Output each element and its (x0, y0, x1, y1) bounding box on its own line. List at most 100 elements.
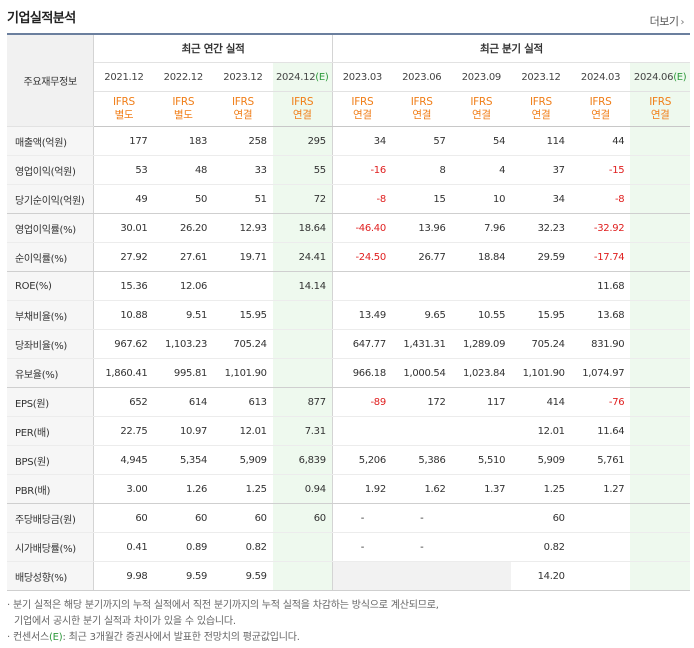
table-cell (630, 445, 690, 475)
basis-standard: IFRS (649, 96, 672, 108)
period-header: 2023.12 (213, 62, 273, 92)
table-cell: 114 (511, 126, 571, 156)
table-cell: 414 (511, 387, 571, 417)
table-cell: 10.88 (93, 300, 154, 330)
table-cell (272, 561, 333, 591)
table-cell: 7.31 (272, 416, 333, 446)
basis-header: IFRS 연결 (630, 91, 690, 127)
table-cell: 1.92 (332, 474, 392, 504)
table-cell (630, 358, 690, 388)
row-label: 당기순이익(억원) (7, 184, 95, 214)
table-cell: 1,289.09 (451, 329, 512, 359)
table-cell: 60 (272, 503, 333, 533)
table-cell: 30.01 (93, 213, 154, 243)
period-header: 2023.09 (451, 62, 512, 92)
table-cell (630, 213, 690, 243)
basis-type: 연결 (650, 109, 670, 121)
basis-header: IFRS 연결 (332, 91, 392, 127)
table-cell (451, 532, 512, 562)
estimate-marker: (E) (315, 71, 329, 83)
table-cell: 5,909 (511, 445, 571, 475)
period-label: 2024.12 (276, 71, 316, 83)
table-cell: 9.59 (153, 561, 214, 591)
basis-standard: IFRS (291, 96, 314, 108)
financial-table: 주요재무정보 최근 연간 실적 최근 분기 실적 2021.12 2022.12 2… (7, 33, 690, 591)
table-cell: 1,101.90 (213, 358, 273, 388)
table-cell: 32.23 (511, 213, 571, 243)
row-label: ROE(%) (7, 271, 95, 301)
table-cell: 0.82 (511, 532, 571, 562)
table-cell: 966.18 (332, 358, 392, 388)
annual-group-header: 최근 연간 실적 (93, 34, 333, 63)
table-cell: 60 (93, 503, 154, 533)
table-cell: 1,101.90 (511, 358, 571, 388)
table-cell (570, 532, 631, 562)
table-cell (630, 532, 690, 562)
period-label: 2023.12 (223, 71, 263, 83)
table-cell: 705.24 (213, 329, 273, 359)
table-cell: 0.41 (93, 532, 154, 562)
table-cell: 14.14 (272, 271, 333, 301)
table-cell: 1,000.54 (391, 358, 452, 388)
table-cell: - (332, 532, 392, 562)
table-cell: 705.24 (511, 329, 571, 359)
table-cell: 117 (451, 387, 512, 417)
table-cell (630, 155, 690, 185)
basis-type: 별도 (114, 109, 134, 121)
table-cell: -46.40 (332, 213, 392, 243)
table-cell: 258 (213, 126, 273, 156)
table-cell: 51 (213, 184, 273, 214)
row-label: 영업이익률(%) (7, 213, 95, 243)
basis-type: 별도 (173, 109, 193, 121)
table-cell: 7.96 (451, 213, 512, 243)
table-row: PER(배) 22.75 10.97 12.01 7.31 12.01 11.64 (7, 416, 690, 446)
table-row: 시가배당률(%) 0.41 0.89 0.82- -0.82 (7, 532, 690, 562)
table-cell: -8 (570, 184, 631, 214)
table-cell: 1,860.41 (93, 358, 154, 388)
table-cell: 1.27 (570, 474, 631, 504)
table-row: 순이익률(%) 27.92 27.61 19.71 24.41 -24.50 26.77 18… (7, 242, 690, 272)
basis-header-row: IFRS 별도 IFRS 별도 IFRS 연결 IFRS 연결 IFRS 연결 IFRS 연결 IFRS… (7, 91, 690, 127)
period-label: 2024.03 (580, 71, 621, 83)
period-header: 2023.03 (332, 62, 392, 92)
table-cell (332, 561, 392, 591)
table-row: 주당배당금(원) 60 60 60 60- -60 (7, 503, 690, 533)
table-cell: -16 (332, 155, 392, 185)
basis-standard: IFRS (470, 96, 493, 108)
table-cell: 26.20 (153, 213, 214, 243)
table-cell: -76 (570, 387, 631, 417)
table-row: 영업이익률(%) 30.01 26.20 12.93 18.64 -46.40 13.96 7… (7, 213, 690, 243)
table-cell: 967.62 (93, 329, 154, 359)
table-cell: 652 (93, 387, 154, 417)
table-cell: 4 (451, 155, 512, 185)
table-cell: -17.74 (570, 242, 631, 272)
more-link[interactable]: 더보기 › (650, 13, 685, 29)
basis-type: 연결 (412, 109, 432, 121)
table-row: ROE(%) 15.36 12.06 14.14 11.68 (7, 271, 690, 301)
table-cell: 27.92 (93, 242, 154, 272)
table-cell: 0.82 (213, 532, 273, 562)
table-cell: 60 (511, 503, 571, 533)
basis-type: 연결 (292, 109, 312, 121)
table-cell (630, 184, 690, 214)
table-row: 당좌비율(%) 967.62 1,103.23 705.24 647.77 1,431.3… (7, 329, 690, 359)
table-cell: 34 (332, 126, 392, 156)
table-cell (630, 474, 690, 504)
table-cell (630, 503, 690, 533)
footnote-2: · 컨센서스(E): 최근 3개월간 증권사에서 발표한 전망치의 평균값입니다… (7, 632, 300, 643)
period-label: 2023.09 (461, 71, 502, 83)
table-cell: - (391, 503, 452, 533)
table-cell: 5,510 (451, 445, 512, 475)
row-label: 배당성향(%) (7, 561, 95, 591)
footnote-2-suffix: : 최근 3개월간 증권사에서 발표한 전망치의 평균값입니다. (62, 632, 300, 643)
table-cell: 26.77 (391, 242, 452, 272)
table-cell: 53 (93, 155, 154, 185)
chevron-right-icon: › (680, 17, 685, 28)
table-cell: 1.25 (511, 474, 571, 504)
period-header: 2024.06(E) (630, 62, 690, 92)
table-cell: 54 (451, 126, 512, 156)
table-cell: 15.95 (511, 300, 571, 330)
table-cell: 34 (511, 184, 571, 214)
table-cell: 37 (511, 155, 571, 185)
table-body: 매출액(억원) 177 183 258 295 34 57 54 114 44 영업이익(억원) 53… (7, 126, 690, 591)
